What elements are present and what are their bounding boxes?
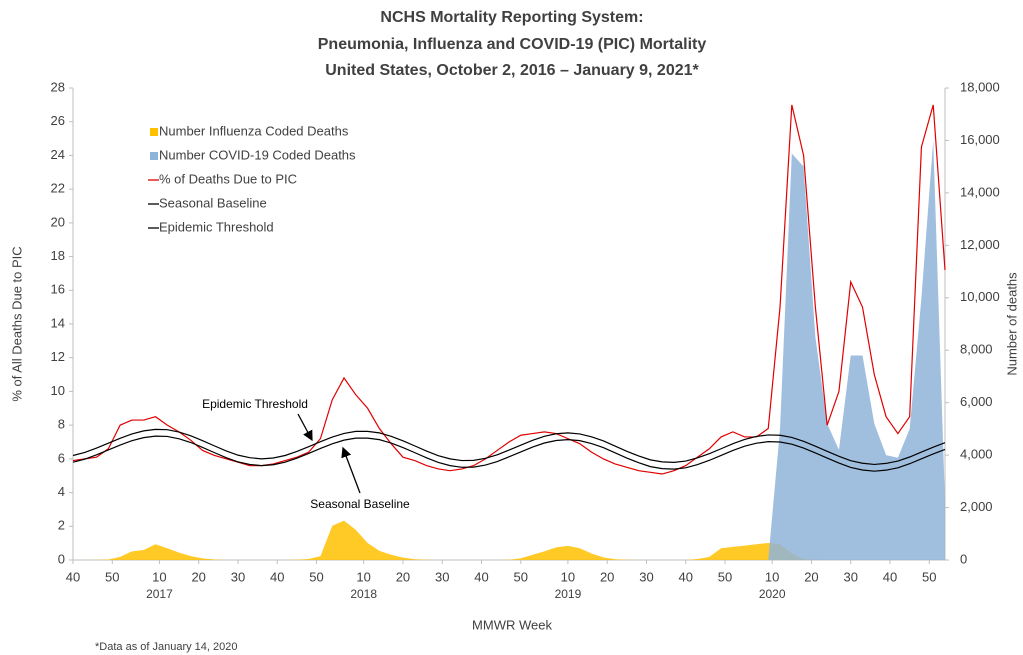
y-tick-label: 4	[58, 484, 65, 499]
y-tick-label: 14	[51, 315, 65, 330]
x-tick-label: 40	[474, 569, 488, 584]
x-axis-title: MMWR Week	[472, 617, 552, 632]
y-tick-label: 22	[51, 181, 65, 196]
legend-label: Seasonal Baseline	[159, 195, 267, 210]
x-tick-label: 10	[561, 569, 575, 584]
legend-swatch	[150, 152, 158, 160]
x-tick-label: 20	[600, 569, 614, 584]
x-tick-label: 30	[639, 569, 653, 584]
x-tick-label: 50	[718, 569, 732, 584]
year-label: 2019	[555, 587, 582, 601]
area	[73, 140, 945, 560]
y2-tick-label: 6,000	[960, 394, 993, 409]
annotation: Seasonal Baseline	[310, 497, 410, 511]
x-tick-label: 40	[270, 569, 284, 584]
y-tick-label: 18	[51, 248, 65, 263]
x-tick-label: 10	[356, 569, 370, 584]
x-tick-label: 40	[66, 569, 80, 584]
year-label: 2018	[350, 587, 377, 601]
year-label: 2017	[146, 587, 173, 601]
y-tick-label: 0	[58, 551, 65, 566]
y-tick-label: 10	[51, 383, 65, 398]
x-tick-label: 40	[883, 569, 897, 584]
line	[72, 428, 946, 466]
annotation-arrow	[297, 413, 313, 442]
line	[72, 435, 946, 472]
y2-tick-label: 4,000	[960, 447, 993, 462]
y2-axis-title: Number of deaths	[1004, 272, 1019, 376]
x-tick-label: 20	[804, 569, 818, 584]
footnote: *Data as of January 14, 2020	[95, 641, 237, 653]
y-tick-label: 2	[58, 518, 65, 533]
x-tick-label: 50	[922, 569, 936, 584]
y-tick-label: 8	[58, 417, 65, 432]
x-tick-label: 20	[191, 569, 205, 584]
x-tick-label: 40	[679, 569, 693, 584]
y-tick-label: 12	[51, 349, 65, 364]
y2-tick-label: 12,000	[960, 237, 1000, 252]
x-tick-label: 50	[105, 569, 119, 584]
x-tick-label: 50	[309, 569, 323, 584]
y2-tick-label: 18,000	[960, 79, 1000, 94]
legend-swatch	[150, 128, 158, 136]
annotation-arrow	[341, 446, 361, 494]
y-tick-label: 6	[58, 450, 65, 465]
x-tick-label: 30	[231, 569, 245, 584]
y2-tick-label: 2,000	[960, 499, 993, 514]
chart-title: NCHS Mortality Reporting System:	[380, 9, 643, 26]
legend-label: Number COVID-19 Coded Deaths	[159, 147, 356, 162]
legend-label: Epidemic Threshold	[159, 219, 274, 234]
annotation: Epidemic Threshold	[202, 397, 308, 411]
y-tick-label: 26	[51, 113, 65, 128]
plot-area: 024681012141618202224262802,0004,0006,00…	[51, 79, 1000, 601]
x-tick-label: 20	[396, 569, 410, 584]
y-tick-label: 16	[51, 282, 65, 297]
line	[72, 104, 946, 475]
x-tick-label: 10	[765, 569, 779, 584]
x-tick-label: 10	[152, 569, 166, 584]
year-label: 2020	[759, 587, 786, 601]
legend-label: Number Influenza Coded Deaths	[159, 123, 349, 138]
y-tick-label: 28	[51, 79, 65, 94]
chart-title: United States, October 2, 2016 – January…	[325, 62, 699, 79]
area	[73, 520, 945, 560]
y-tick-label: 24	[51, 147, 65, 162]
x-tick-label: 50	[514, 569, 528, 584]
y2-tick-label: 8,000	[960, 342, 993, 357]
y-axis-title: % of All Deaths Due to PIC	[9, 246, 24, 401]
x-tick-label: 30	[843, 569, 857, 584]
chart-title: Pneumonia, Influenza and COVID-19 (PIC) …	[318, 36, 707, 53]
y-tick-label: 20	[51, 214, 65, 229]
y2-tick-label: 10,000	[960, 289, 1000, 304]
x-tick-label: 30	[435, 569, 449, 584]
legend-label: % of Deaths Due to PIC	[159, 171, 297, 186]
y2-tick-label: 16,000	[960, 132, 1000, 147]
y2-tick-label: 14,000	[960, 184, 1000, 199]
y2-tick-label: 0	[960, 551, 967, 566]
